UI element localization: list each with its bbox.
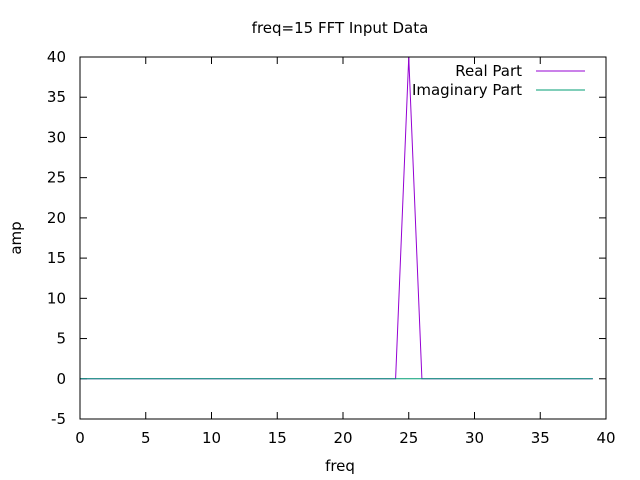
y-tick-label: 30	[47, 128, 66, 146]
x-tick-label: 20	[333, 429, 352, 447]
x-tick-label: 10	[202, 429, 221, 447]
y-tick-label: 20	[47, 209, 66, 227]
x-tick-label: 25	[399, 429, 418, 447]
x-tick-label: 35	[531, 429, 550, 447]
y-tick-label: 15	[47, 249, 66, 267]
chart-title: freq=15 FFT Input Data	[252, 19, 429, 37]
x-tick-label: 0	[75, 429, 85, 447]
y-tick-label: 40	[47, 48, 66, 66]
y-tick-label: 5	[56, 330, 66, 348]
axis-ticks: 0 5 10 15 20 25 30 35 40 -5 0 5 10 15 20 25 30 35 40	[47, 48, 616, 447]
series-line-real-part	[80, 56, 593, 380]
legend-label: Imaginary Part	[412, 81, 522, 99]
x-tick-label: 40	[596, 429, 615, 447]
y-tick-label: 25	[47, 169, 66, 187]
x-axis-label: freq	[325, 457, 355, 475]
y-tick-label: 35	[47, 88, 66, 106]
x-tick-label: 5	[141, 429, 151, 447]
x-tick-label: 30	[465, 429, 484, 447]
x-tick-label: 15	[268, 429, 287, 447]
y-tick-label: -5	[51, 410, 66, 428]
plot-frame	[79, 56, 607, 420]
legend-label: Real Part	[455, 62, 522, 80]
y-axis-label: amp	[7, 221, 25, 254]
y-tick-label: 10	[47, 289, 66, 307]
y-tick-label: 0	[56, 370, 66, 388]
series-layer	[80, 56, 593, 380]
